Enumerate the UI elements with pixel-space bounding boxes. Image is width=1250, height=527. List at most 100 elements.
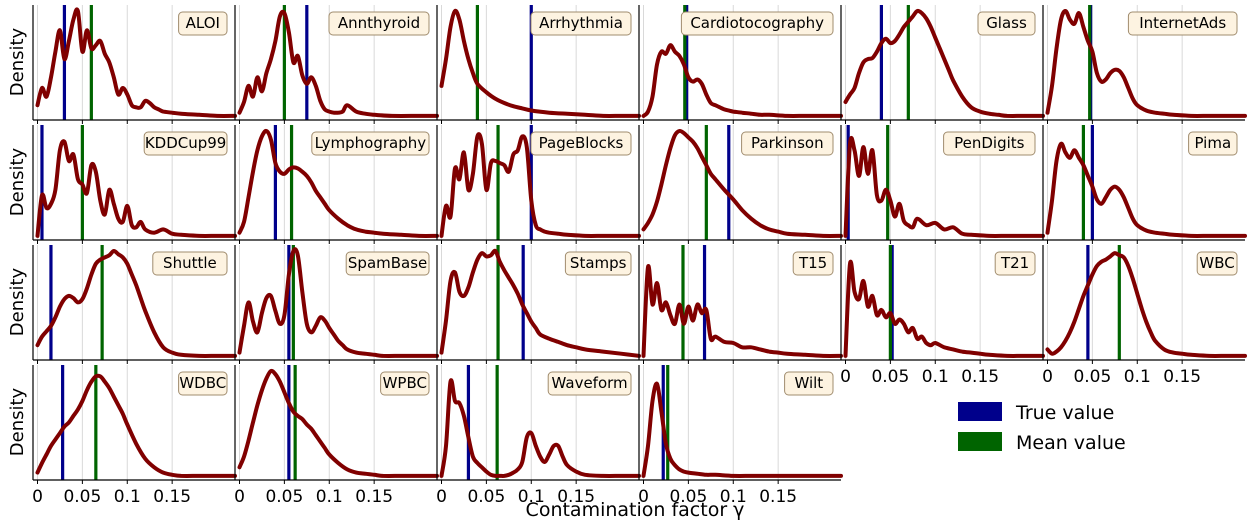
panel-label: Parkinson: [751, 134, 824, 152]
panel-label-box: [345, 251, 430, 276]
panel-parkinson: Parkinson: [638, 125, 843, 244]
panel-label-box: [1188, 131, 1238, 156]
panel-label: InternetAds: [1139, 14, 1226, 32]
panel-wdbc: WDBC 0 0.05 0.1 0.15: [32, 365, 237, 507]
x-tick-label: 0.05: [669, 487, 707, 507]
panel-label-box: [1127, 11, 1238, 36]
legend: True value Mean value: [958, 402, 1126, 454]
panel-label-box: [792, 251, 834, 276]
density-curve: [1045, 251, 1247, 358]
panel-label-box: [143, 131, 228, 156]
panel-label: WBC: [1199, 254, 1234, 272]
legend-mean-label: Mean value: [1016, 432, 1126, 454]
panel-pendigits: PenDigits: [840, 125, 1045, 244]
panel-label-box: [680, 11, 834, 36]
panel-label: Lymphography: [315, 134, 427, 152]
panel-label-box: [741, 131, 834, 156]
panel-shuttle: Shuttle: [32, 245, 237, 364]
x-axis-label: Contamination factor γ: [526, 499, 745, 521]
density-curve: [35, 139, 237, 238]
panel-internetads: InternetAds: [1042, 5, 1247, 124]
density-curve: [439, 132, 641, 238]
density-curve: [35, 249, 237, 358]
y-axis-label-row-4: Density: [7, 387, 28, 456]
panel-label: Stamps: [570, 254, 627, 272]
panel-wilt: Wilt 0 0.05 0.1 0.15: [638, 365, 843, 507]
density-curve: [237, 9, 439, 118]
density-curve: [641, 264, 843, 358]
density-curve: [439, 248, 641, 358]
x-tick-label: 0.1: [720, 487, 747, 507]
density-curve: [843, 8, 1045, 118]
x-tick-label: 0.15: [961, 367, 999, 387]
panel-t15: T15: [638, 245, 843, 364]
panel-label: Pima: [1194, 134, 1231, 152]
panel-label-box: [977, 11, 1036, 36]
y-axis-label-row-2: Density: [7, 147, 28, 216]
x-tick-label: 0.1: [114, 487, 141, 507]
panel-wbc: WBC 0 0.05 0.1 0.15: [1042, 245, 1247, 387]
panel-waveform: Waveform 0 0.05 0.1 0.15: [436, 365, 641, 507]
panel-label: Cardiotocography: [690, 14, 824, 32]
x-tick-label: 0.05: [871, 367, 909, 387]
x-tick-label: 0.05: [63, 487, 101, 507]
panel-kddcup99: KDDCup99: [32, 125, 237, 244]
panels-layer: ALOI Annthyroid Arrhythmia Cardiotocography…: [32, 5, 1247, 507]
panel-label: ALOI: [186, 14, 220, 32]
x-tick-label: 0.15: [1163, 367, 1201, 387]
panel-label: PageBlocks: [539, 134, 624, 152]
x-tick-label: 0: [436, 487, 447, 507]
density-curve: [35, 7, 237, 118]
panel-label: Glass: [986, 14, 1027, 32]
panel-annthyroid: Annthyroid: [234, 5, 439, 124]
panel-label-box: [380, 371, 430, 396]
x-tick-label: 0.15: [759, 487, 797, 507]
panel-label: Waveform: [552, 374, 628, 392]
x-tick-label: 0: [32, 487, 43, 507]
panel-pageblocks: PageBlocks: [436, 125, 641, 244]
panel-label-box: [1196, 251, 1238, 276]
panel-aloi: ALOI: [32, 5, 237, 124]
panel-label-box: [530, 131, 632, 156]
density-curve: [1045, 9, 1247, 118]
panel-cardiotocography: Cardiotocography: [638, 5, 843, 124]
x-tick-label: 0: [638, 487, 649, 507]
panel-t21: T21 0 0.05 0.1 0.15: [840, 245, 1045, 387]
panel-label: WPBC: [383, 374, 427, 392]
y-axis-label-row-3: Density: [7, 267, 28, 336]
panel-glass: Glass: [840, 5, 1045, 124]
panel-label: KDDCup99: [145, 134, 227, 152]
panel-label-box: [328, 11, 430, 36]
density-curve: [1045, 141, 1247, 238]
legend-true-swatch: [958, 402, 1002, 421]
panel-label: SpamBase: [348, 254, 427, 272]
panel-label-box: [943, 131, 1036, 156]
density-curve: [237, 128, 439, 238]
x-tick-label: 0.1: [316, 487, 343, 507]
legend-true-label: True value: [1015, 402, 1114, 424]
density-curve: [641, 381, 843, 478]
panel-label: T15: [798, 254, 827, 272]
density-curve: [439, 8, 641, 118]
density-curve: [35, 373, 237, 478]
panel-label-box: [994, 251, 1036, 276]
x-tick-label: 0: [840, 367, 851, 387]
density-curve: [843, 259, 1045, 358]
panel-label: Wilt: [794, 374, 823, 392]
panel-lymphography: Lymphography: [234, 125, 439, 244]
panel-wpbc: WPBC 0 0.05 0.1 0.15: [234, 365, 439, 507]
panel-spambase: SpamBase: [234, 245, 439, 364]
x-tick-label: 0.05: [1073, 367, 1111, 387]
panel-label-box: [311, 131, 430, 156]
x-tick-label: 0.05: [467, 487, 505, 507]
panel-stamps: Stamps: [436, 245, 641, 364]
x-tick-label: 0.05: [265, 487, 303, 507]
panel-label: PenDigits: [954, 134, 1025, 152]
x-tick-label: 0: [234, 487, 245, 507]
panel-label-box: [784, 371, 834, 396]
panel-label: T21: [1000, 254, 1029, 272]
x-tick-label: 0.15: [153, 487, 191, 507]
density-curve: [237, 247, 439, 358]
panel-label: Annthyroid: [338, 14, 420, 32]
